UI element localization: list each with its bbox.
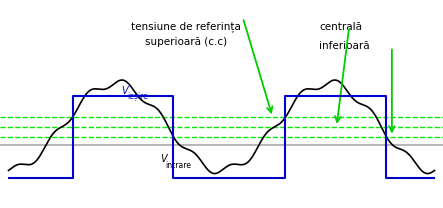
Text: $\it{V}$: $\it{V}$ [160,152,169,164]
Text: ieșire: ieșire [127,92,148,101]
Text: tensiune de referința: tensiune de referința [131,21,241,32]
Text: $\it{V}$: $\it{V}$ [121,84,131,96]
Text: centrală: centrală [319,22,362,32]
Text: superioară (c.c): superioară (c.c) [145,37,227,47]
Text: intrare: intrare [165,161,191,171]
Text: inferioară: inferioară [319,41,369,51]
